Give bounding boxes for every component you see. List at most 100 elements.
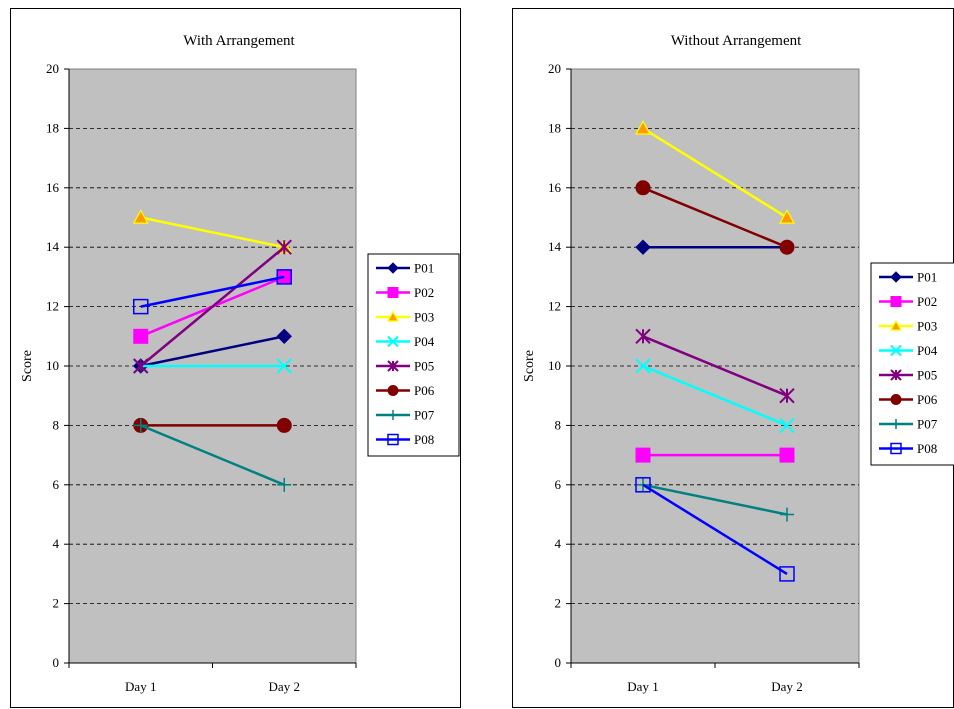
series-line-p03 — [140, 216, 285, 249]
y-tick-label: 20 — [46, 61, 59, 76]
y-tick-label: 18 — [548, 120, 561, 135]
data-point-p02 — [133, 328, 149, 344]
data-point-p06 — [635, 180, 651, 196]
legend-marker-p03 — [386, 310, 400, 322]
legend-label-p03: P03 — [414, 310, 434, 325]
legend-marker-p02 — [387, 287, 399, 298]
chart-without-arrangement: Without Arrangement 0 2 4 6 8 10 12 14 16 18 20 Day … — [512, 8, 954, 708]
y-tick-label: 6 — [555, 477, 562, 492]
series-line-p04 — [642, 364, 788, 427]
y-tick-label: 10 — [548, 358, 561, 373]
data-point-p05 — [635, 328, 651, 345]
legend-label-p06: P06 — [414, 383, 435, 398]
data-point-p02 — [635, 447, 651, 463]
y-axis-label: Score — [20, 350, 35, 382]
legend-marker-p01 — [890, 271, 902, 283]
data-point-p02 — [779, 447, 795, 463]
series-line-p06 — [642, 186, 788, 249]
series-line-p08 — [642, 483, 788, 575]
y-tick-label: 8 — [555, 417, 562, 432]
legend-marker-p08 — [890, 442, 902, 455]
legend-label-p02: P02 — [917, 294, 937, 309]
legend-marker-p05 — [890, 369, 902, 381]
chart-title: Without Arrangement — [671, 33, 802, 49]
x-tick-label: Day 2 — [269, 679, 300, 694]
data-point-p01 — [276, 328, 292, 345]
y-tick-label: 14 — [46, 239, 60, 254]
legend-label-p04: P04 — [414, 334, 435, 349]
data-point-p03 — [634, 120, 652, 135]
data-point-p08 — [133, 298, 149, 315]
y-tick-label: 12 — [548, 299, 561, 314]
legend-marker-p01 — [387, 262, 399, 274]
x-tick-label: Day 1 — [125, 679, 156, 694]
data-point-p08 — [779, 566, 795, 582]
chart-with-arrangement: With Arrangement 0 2 4 6 8 10 12 14 16 18 20 Day 1 Da… — [10, 8, 461, 708]
legend-marker-p07 — [891, 419, 901, 429]
y-tick-label: 20 — [548, 61, 561, 76]
y-tick-label: 8 — [53, 417, 60, 432]
series-line-p07 — [140, 424, 285, 486]
legend-marker-p08 — [387, 433, 399, 446]
legend-label-p07: P07 — [414, 408, 435, 423]
legend-marker-p05 — [387, 360, 399, 372]
legend-label-p06: P06 — [917, 392, 938, 407]
x-tick-label: Day 2 — [771, 679, 802, 694]
legend-marker-p06 — [387, 385, 399, 396]
data-point-p05 — [779, 387, 795, 404]
series-line-p03 — [642, 127, 788, 219]
data-point-p07 — [133, 418, 148, 433]
legend-label-p01: P01 — [917, 270, 937, 285]
data-point-p06 — [276, 417, 292, 433]
series-line-p01 — [140, 335, 285, 368]
x-tick-label: Day 1 — [627, 679, 658, 694]
chart-title: With Arrangement — [183, 33, 295, 49]
legend-label-p04: P04 — [917, 343, 938, 358]
data-point-p08 — [276, 269, 292, 285]
data-point-p04 — [635, 358, 651, 374]
series-line-p07 — [642, 483, 788, 516]
legend-box — [870, 262, 954, 466]
y-tick-label: 16 — [548, 180, 562, 195]
y-tick-label: 12 — [46, 299, 59, 314]
legend-label-p05: P05 — [414, 359, 434, 374]
legend-label-p08: P08 — [917, 441, 937, 456]
legend-label-p01: P01 — [414, 261, 434, 276]
data-point-p04 — [276, 358, 292, 374]
legend-label-p02: P02 — [414, 285, 434, 300]
legend-label-p05: P05 — [917, 368, 937, 383]
y-tick-label: 6 — [53, 477, 60, 492]
data-point-p05 — [276, 239, 292, 255]
y-tick-label: 16 — [46, 180, 60, 195]
series-line-p05 — [139, 246, 286, 367]
legend-marker-p02 — [890, 296, 902, 307]
legend-marker-p07 — [388, 410, 398, 420]
y-tick-label: 2 — [53, 596, 60, 611]
legend-box — [367, 253, 460, 457]
chart-svg-without-arrangement: Without Arrangement 0 2 4 6 8 10 12 14 16 18 20 Day … — [522, 33, 954, 694]
legend-label-p08: P08 — [414, 432, 434, 447]
data-point-p04 — [779, 417, 795, 434]
y-tick-label: 4 — [555, 536, 562, 551]
y-axis-label: Score — [522, 350, 537, 382]
legend-marker-p06 — [890, 394, 902, 405]
y-tick-label: 10 — [46, 358, 59, 373]
legend-marker-p04 — [387, 335, 399, 348]
data-point-p06 — [779, 239, 795, 255]
series-line-p05 — [642, 335, 788, 397]
legend-label-p03: P03 — [917, 319, 937, 334]
data-point-p03 — [132, 209, 149, 224]
legend-label-p07: P07 — [917, 417, 938, 432]
series-line-p08 — [140, 275, 285, 308]
legend: P01 P02 P03 P04 P05 P06 P07 P08 — [870, 262, 954, 466]
y-tick-label: 0 — [53, 655, 60, 670]
y-tick-label: 14 — [548, 239, 562, 254]
legend-marker-p04 — [890, 344, 902, 357]
data-point-p07 — [277, 477, 292, 492]
chart-svg-with-arrangement: With Arrangement 0 2 4 6 8 10 12 14 16 18 20 Day 1 Da… — [20, 33, 460, 694]
data-point-p08 — [635, 477, 651, 493]
data-point-p01 — [635, 239, 651, 255]
data-point-p05 — [133, 358, 149, 374]
y-tick-label: 4 — [53, 536, 60, 551]
data-point-p07 — [780, 507, 794, 522]
